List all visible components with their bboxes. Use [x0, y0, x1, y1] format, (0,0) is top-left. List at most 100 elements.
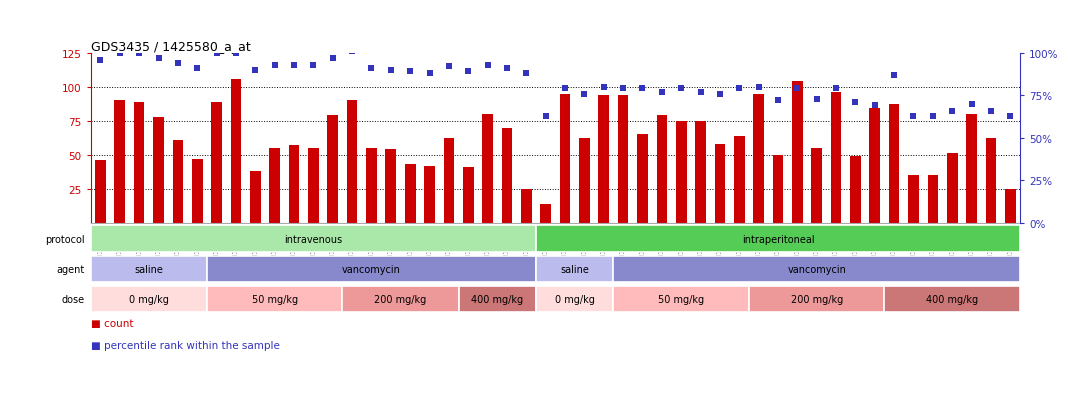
Bar [458, 286, 536, 313]
Bar [638, 135, 648, 223]
Text: intravenous: intravenous [284, 234, 343, 244]
Bar [884, 286, 1020, 313]
Point [111, 50, 128, 57]
Text: 200 mg/kg: 200 mg/kg [375, 294, 426, 304]
Bar [521, 189, 532, 223]
Point [499, 66, 516, 72]
Text: vancomycin: vancomycin [787, 264, 846, 274]
Point [325, 55, 342, 62]
Bar [207, 256, 536, 282]
Bar [714, 145, 725, 223]
Bar [192, 159, 203, 223]
Point [304, 62, 321, 69]
Text: GDS3435 / 1425580_a_at: GDS3435 / 1425580_a_at [91, 40, 251, 52]
Text: ■ percentile rank within the sample: ■ percentile rank within the sample [91, 341, 280, 351]
Text: vancomycin: vancomycin [342, 264, 400, 274]
Text: 50 mg/kg: 50 mg/kg [252, 294, 298, 304]
Bar [869, 109, 880, 223]
Bar [207, 286, 343, 313]
Bar [502, 128, 513, 223]
Point [480, 62, 497, 69]
Text: dose: dose [62, 294, 85, 304]
Bar [114, 101, 125, 223]
Text: 0 mg/kg: 0 mg/kg [129, 294, 169, 304]
Point [440, 64, 457, 71]
Text: protocol: protocol [45, 234, 85, 244]
Bar [560, 94, 570, 223]
Bar [850, 157, 861, 223]
Point [963, 101, 980, 108]
Point [130, 50, 147, 57]
Bar [695, 121, 706, 223]
Bar [173, 140, 184, 223]
Point [595, 84, 612, 91]
Text: saline: saline [135, 264, 163, 274]
Point [944, 108, 961, 114]
Point [518, 71, 535, 77]
Point [692, 89, 709, 96]
Point [556, 86, 574, 93]
Bar [250, 171, 261, 223]
Point [750, 84, 767, 91]
Point [170, 61, 187, 67]
Text: 0 mg/kg: 0 mg/kg [554, 294, 595, 304]
Point [654, 89, 671, 96]
Bar [211, 102, 222, 223]
Bar [91, 256, 207, 282]
Bar [734, 136, 744, 223]
Bar [328, 116, 339, 223]
Point [363, 66, 380, 72]
Point [92, 57, 109, 64]
Bar [536, 226, 1020, 252]
Point [828, 86, 845, 93]
Bar [347, 101, 358, 223]
Point [769, 98, 786, 104]
Bar [536, 256, 613, 282]
Point [189, 66, 206, 72]
Text: agent: agent [57, 264, 85, 274]
Bar [269, 149, 280, 223]
Point [208, 50, 225, 57]
Point [459, 69, 476, 76]
Point [983, 108, 1000, 114]
Point [847, 100, 864, 106]
Bar [308, 149, 318, 223]
Point [421, 71, 438, 77]
Point [711, 91, 728, 97]
Point [634, 86, 651, 93]
Bar [927, 176, 938, 223]
Point [576, 91, 593, 97]
Point [150, 55, 167, 62]
Point [885, 72, 902, 79]
Bar [613, 286, 749, 313]
Bar [792, 82, 803, 223]
Point [247, 67, 264, 74]
Text: 50 mg/kg: 50 mg/kg [658, 294, 704, 304]
Point [537, 113, 554, 120]
Point [924, 113, 941, 120]
Bar [424, 166, 435, 223]
Bar [288, 146, 299, 223]
Point [285, 62, 302, 69]
Text: 400 mg/kg: 400 mg/kg [471, 294, 523, 304]
Bar [753, 94, 764, 223]
Text: 200 mg/kg: 200 mg/kg [790, 294, 843, 304]
Bar [536, 286, 613, 313]
Text: saline: saline [561, 264, 590, 274]
Point [1002, 113, 1019, 120]
Bar [343, 286, 458, 313]
Bar [812, 149, 822, 223]
Bar [772, 155, 783, 223]
Point [866, 103, 883, 109]
Bar [231, 79, 241, 223]
Text: 400 mg/kg: 400 mg/kg [926, 294, 978, 304]
Bar [95, 161, 106, 223]
Bar [462, 168, 473, 223]
Bar [986, 139, 996, 223]
Point [614, 86, 631, 93]
Bar [483, 115, 493, 223]
Bar [617, 96, 628, 223]
Point [905, 113, 922, 120]
Point [808, 96, 826, 103]
Bar [91, 286, 207, 313]
